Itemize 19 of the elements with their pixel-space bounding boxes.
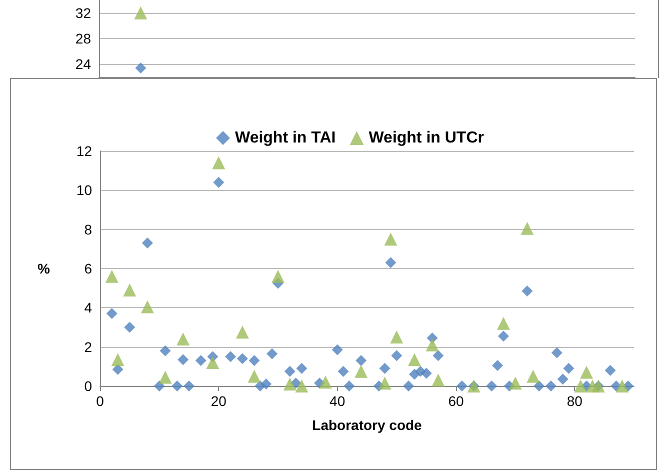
y-tick-label: 8 [84,221,92,238]
x-tick-label: 60 [448,393,464,409]
y-axis-title: % [38,260,51,276]
y-tick-label: 4 [84,300,92,316]
y-tick-label: 6 [84,260,92,276]
y-tick-label: 28 [75,30,92,46]
legend-label: Weight in TAI [235,130,336,146]
y-tick-label: 0 [84,378,92,394]
x-axis-title: Laboratory code [312,417,422,433]
y-tick-label: 10 [76,182,92,198]
x-tick-label: 40 [330,393,346,409]
y-tick-label: 24 [75,56,92,72]
x-tick-label: 0 [96,393,104,409]
y-tick-label: 2 [84,338,92,355]
x-tick-label: 80 [566,393,583,409]
y-tick-label: 32 [75,4,92,21]
legend-label: Weight in UTCr [368,130,484,146]
y-tick-label: 12 [76,143,92,159]
x-tick-label: 20 [210,393,227,409]
